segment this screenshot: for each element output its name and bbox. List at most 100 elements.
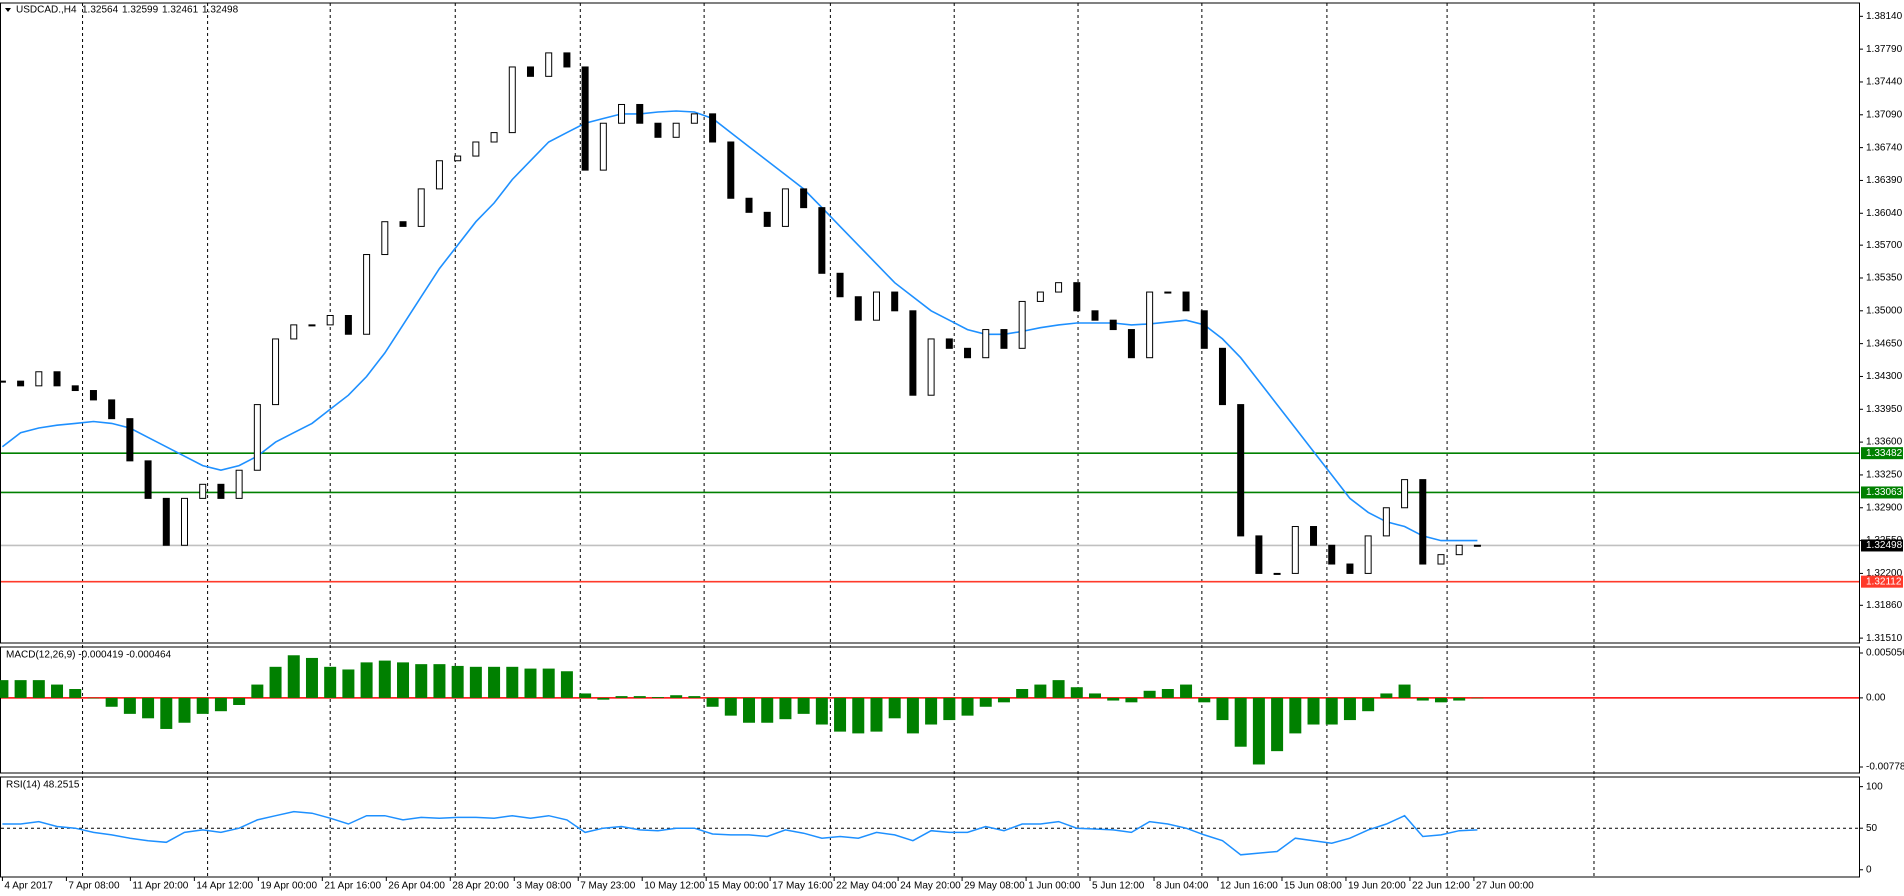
histogram-bar [488,666,501,698]
histogram-bar [888,697,901,719]
candle [199,483,207,499]
histogram-bar [451,665,464,698]
histogram-bar [178,697,191,723]
panel-frame [0,2,1860,644]
candle [1455,544,1463,556]
y-tick-label: 1.36740 [1866,142,1903,153]
candle [872,291,880,321]
x-tick-label: 24 May 20:00 [900,881,961,892]
histogram-bar [324,666,337,698]
symbol: USDCAD.,H4 [16,5,77,16]
histogram-bar [1289,697,1302,734]
y-tick-label: 50 [1866,823,1878,834]
x-tick-label: 7 Apr 08:00 [68,881,120,892]
candle [636,103,644,124]
candle [472,141,480,157]
histogram-bar [1180,684,1193,698]
candle [1237,404,1245,537]
candle [526,66,534,77]
histogram-bar [160,697,173,729]
candle [818,207,826,274]
candle [1200,310,1208,349]
histogram-bar [123,697,136,714]
menu-arrow[interactable] [5,8,11,12]
histogram-bar [1234,697,1247,747]
x-tick-label: 28 Apr 20:00 [452,881,509,892]
candle [435,160,443,190]
x-tick-label: 3 May 08:00 [516,881,571,892]
candle [1073,282,1081,312]
candle [690,113,698,124]
level-box [1861,447,1903,460]
candle [1401,479,1409,509]
histogram-bar [834,697,847,732]
histogram-bar [1125,697,1138,703]
histogram-bar [360,662,373,698]
x-tick-label: 22 Jun 12:00 [1412,881,1470,892]
candle [1091,310,1099,321]
candle [927,338,935,396]
histogram-bar [1052,680,1065,698]
histogram-bar [706,697,719,707]
x-tick-label: 1 Jun 00:00 [1028,881,1081,892]
y-tick-label: 1.37090 [1866,109,1903,120]
x-tick-label: 19 Apr 00:00 [260,881,317,892]
candle [599,122,607,171]
histogram-bar [0,680,9,698]
x-tick-label: 22 May 04:00 [836,881,897,892]
candle [235,469,243,499]
x-tick-label: 19 Jun 20:00 [1348,881,1406,892]
y-tick-label: 0.005056 [1866,648,1904,659]
candle [1310,526,1318,546]
candle [1437,554,1445,565]
x-tick-label: 8 Jun 04:00 [1156,881,1209,892]
histogram-bar [979,697,992,707]
histogram-bar [196,697,209,714]
histogram-bar [1343,697,1356,721]
histogram-bar [906,697,919,734]
candle [1364,535,1372,574]
histogram-bar [1307,697,1320,725]
x-tick-label: 15 Jun 08:00 [1284,881,1342,892]
candle [490,132,498,143]
histogram-bar [997,697,1010,703]
histogram-bar [269,666,282,698]
x-tick-label: 12 Jun 16:00 [1220,881,1278,892]
histogram-bar [1143,690,1156,698]
histogram-bar [1398,684,1411,698]
y-tick-label: 1.31860 [1866,600,1903,611]
histogram-bar [1325,697,1338,725]
histogram-bar [342,669,355,698]
candle [1000,329,1008,349]
candle [1182,291,1190,312]
candle [1273,572,1281,575]
candle [745,197,753,213]
histogram-bar [779,697,792,720]
histogram-bar [815,697,828,725]
candle [781,188,789,227]
candle [181,497,188,546]
level-label: 1.33063 [1866,487,1903,498]
histogram-bar [32,680,45,698]
y-tick-label: 1.38140 [1866,11,1903,22]
y-tick-label: 0.00 [1866,693,1886,704]
histogram-bar [743,697,756,723]
candle [53,371,61,387]
candle [1291,526,1299,574]
histogram-bar [1416,697,1429,701]
histogram-bar [506,666,519,698]
candle [581,66,589,171]
y-tick-label: 1.35350 [1866,273,1903,284]
histogram-bar [415,664,428,698]
histogram-bar [87,697,100,699]
histogram-bar [433,664,446,698]
x-tick-label: 7 May 23:00 [580,881,635,892]
candle [1109,319,1117,331]
candle [763,211,771,227]
candle [563,52,571,68]
level-box [1861,575,1903,588]
candle [162,497,170,546]
candle [253,404,261,471]
candle [1146,291,1154,359]
histogram-bar [651,696,664,698]
